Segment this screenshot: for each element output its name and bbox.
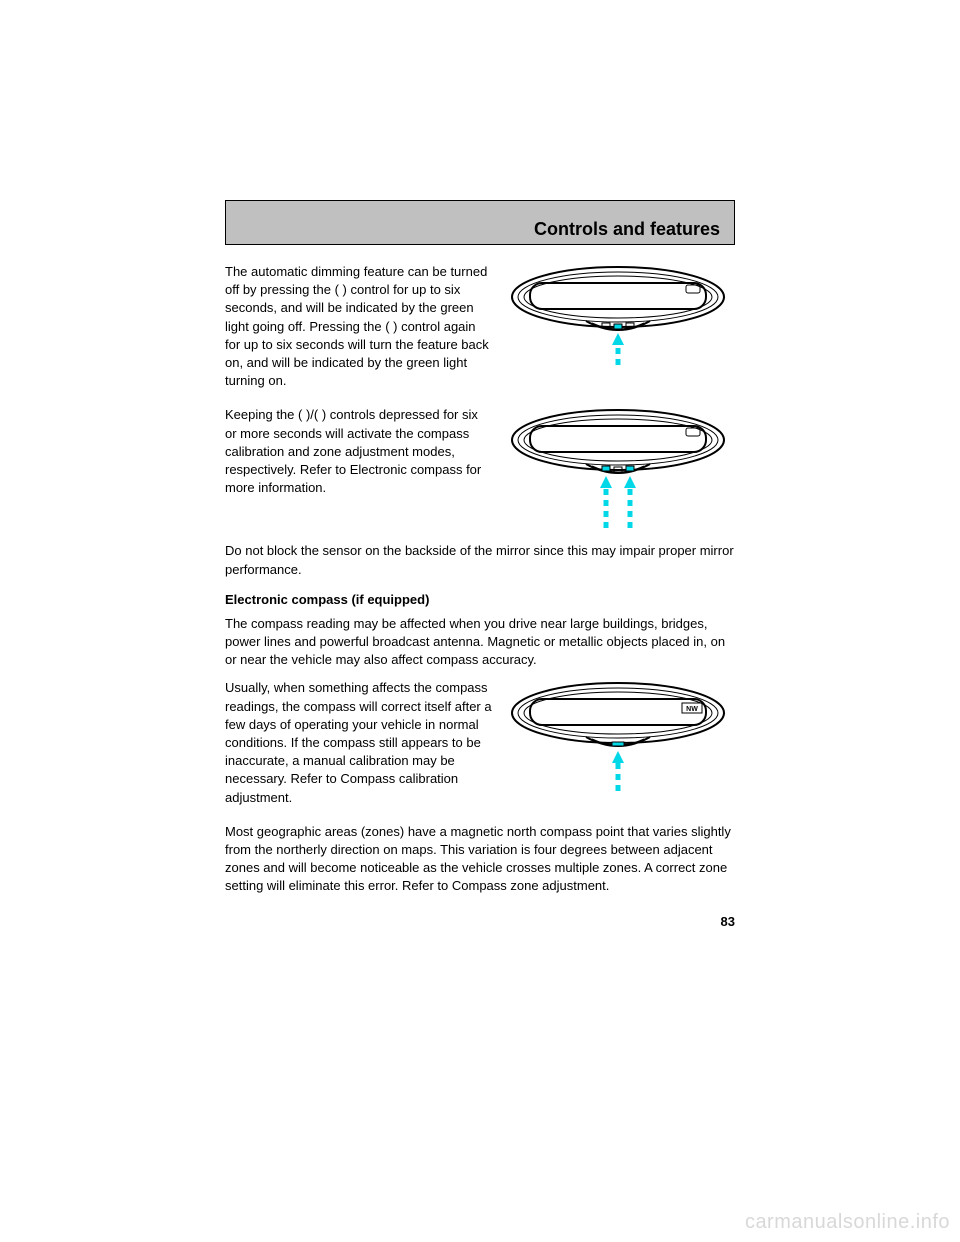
- compass-accuracy-paragraph: The compass reading may be affected when…: [225, 615, 735, 670]
- full-width-text-2: Most geographic areas (zones) have a mag…: [225, 823, 735, 896]
- page-number: 83: [225, 914, 735, 929]
- mirror-diagram-3-col: NW: [500, 679, 735, 816]
- mirror-diagram-2-col: [500, 406, 735, 536]
- row-3: Usually, when something affects the comp…: [225, 679, 735, 816]
- paragraph-2-col: Keeping the ( )/( ) controls depressed f…: [225, 406, 500, 536]
- compass-correct-paragraph-col: Usually, when something affects the comp…: [225, 679, 500, 816]
- full-width-text-1: Do not block the sensor on the backside …: [225, 542, 735, 669]
- section-title: Controls and features: [240, 219, 720, 240]
- sensor-block-paragraph: Do not block the sensor on the backside …: [225, 542, 735, 578]
- mirror-diagram-single-button: [508, 263, 728, 373]
- watermark: carmanualsonline.info: [745, 1211, 950, 1234]
- section-header-bar: Controls and features: [225, 200, 735, 245]
- compass-heading: Electronic compass (if equipped): [225, 591, 735, 609]
- manual-page: Controls and features The automatic dimm…: [225, 200, 735, 929]
- compass-correct-paragraph: Usually, when something affects the comp…: [225, 679, 492, 806]
- mirror-diagram-compass-display: NW: [508, 679, 728, 799]
- row-1: The automatic dimming feature can be tur…: [225, 263, 735, 400]
- paragraph-1-col: The automatic dimming feature can be tur…: [225, 263, 500, 400]
- row-2: Keeping the ( )/( ) controls depressed f…: [225, 406, 735, 536]
- compass-display-text: NW: [686, 706, 698, 713]
- auto-dim-paragraph: The automatic dimming feature can be tur…: [225, 263, 492, 390]
- mirror-diagram-two-buttons: [508, 406, 728, 536]
- zone-paragraph: Most geographic areas (zones) have a mag…: [225, 823, 735, 896]
- compass-modes-paragraph: Keeping the ( )/( ) controls depressed f…: [225, 406, 492, 497]
- mirror-diagram-1-col: [500, 263, 735, 400]
